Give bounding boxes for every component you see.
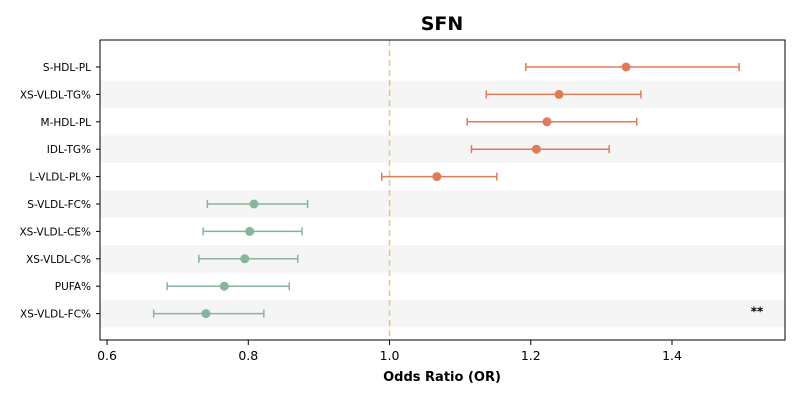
plot-frame	[99, 39, 786, 341]
category-label: L-VLDL-PL%	[29, 172, 91, 184]
or-point	[554, 89, 564, 99]
y-axis-labels: S-HDL-PL XS-VLDL-TG% M-HDL-PL IDL-TG% L-VLDL…	[19, 62, 100, 321]
chart-title: SFN	[421, 13, 464, 35]
x-tick-label: 0.8	[238, 348, 258, 363]
or-point	[201, 309, 211, 319]
category-label: XS-VLDL-C%	[26, 254, 91, 266]
or-point	[621, 62, 631, 72]
significance-annotation: **	[751, 305, 764, 319]
or-point	[432, 172, 442, 182]
row-bands	[100, 80, 785, 328]
or-point	[240, 254, 250, 264]
row-band	[100, 135, 785, 163]
row-band	[100, 80, 785, 109]
x-tick-label: 1.4	[662, 348, 682, 363]
category-label: S-VLDL-FC%	[27, 199, 91, 211]
category-label: XS-VLDL-TG%	[20, 89, 91, 101]
category-label: PUFA%	[55, 281, 91, 293]
x-tick-label: 1.2	[521, 348, 541, 363]
or-point	[542, 117, 552, 127]
x-axis-label: Odds Ratio (OR)	[383, 370, 501, 385]
x-tick-label: 0.6	[97, 348, 117, 363]
category-label: XS-VLDL-CE%	[19, 226, 91, 238]
row-band	[100, 190, 785, 218]
x-tick-label: 1.0	[380, 348, 400, 363]
category-label: XS-VLDL-FC%	[20, 309, 91, 321]
or-point	[245, 226, 255, 236]
or-point	[249, 199, 259, 209]
x-axis: 0.6 0.8 1.0 1.2 1.4	[97, 340, 682, 363]
or-point	[531, 144, 541, 154]
annotations: **	[751, 305, 764, 319]
category-label: IDL-TG%	[47, 144, 91, 156]
or-point	[219, 281, 229, 291]
category-label: S-HDL-PL	[43, 62, 91, 74]
category-label: M-HDL-PL	[41, 117, 92, 129]
data-marks	[152, 62, 740, 319]
